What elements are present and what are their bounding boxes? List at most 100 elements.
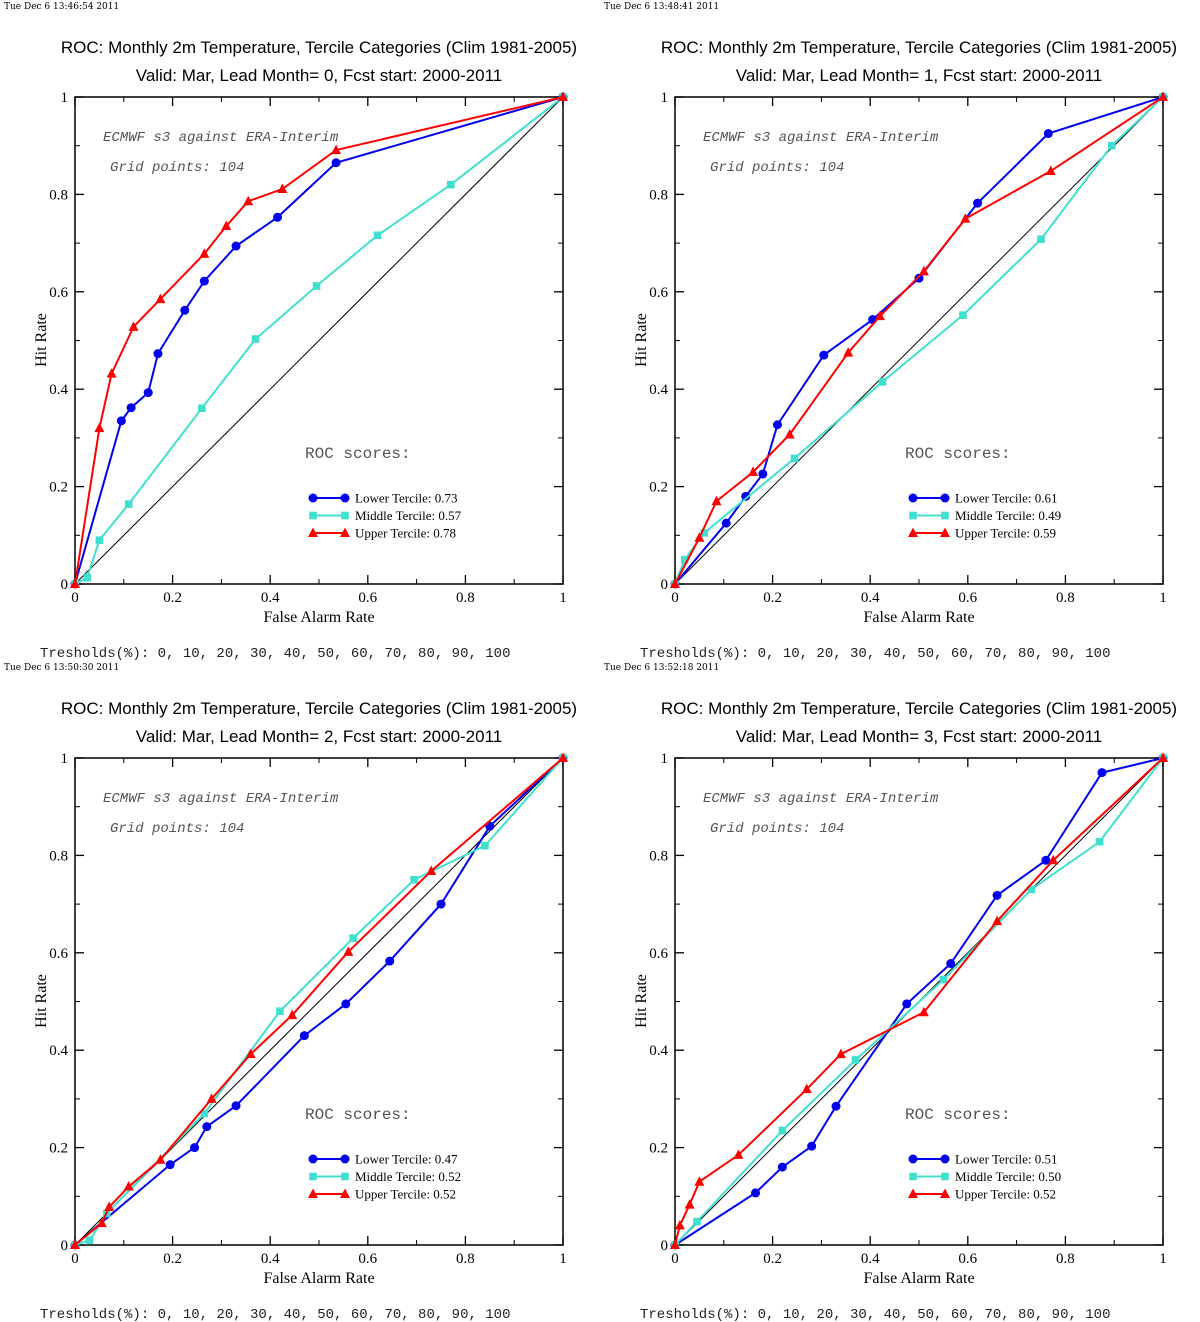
legend-marker	[340, 527, 350, 537]
roc-chart-svg: Tue Dec 6 13:46:54 2011 ROC: Monthly 2m T…	[4, 2, 577, 661]
chart-subtitle: Valid: Mar, Lead Month= 2, Fcst start: 2…	[136, 727, 503, 746]
x-tick-label: 0.2	[763, 1251, 782, 1267]
data-point-triangle	[670, 578, 680, 588]
x-tick-label: 1	[1159, 1251, 1167, 1267]
y-tick-label: 0	[661, 1238, 669, 1254]
data-point-triangle	[128, 321, 139, 331]
data-point-circle	[973, 198, 983, 208]
data-point-circle	[772, 420, 782, 430]
series-line-square	[674, 757, 1164, 1246]
data-point-circle	[946, 959, 956, 969]
roc-chart-svg: Tue Dec 6 13:48:41 2011 ROC: Monthly 2m T…	[604, 2, 1177, 661]
x-tick-label: 0.6	[358, 1251, 377, 1267]
data-point-circle	[231, 1101, 241, 1111]
data-point-circle	[1043, 129, 1053, 139]
legend-marker	[908, 527, 918, 537]
data-point-circle	[231, 241, 241, 251]
data-point-triangle	[684, 1199, 695, 1209]
data-point-circle	[807, 1141, 817, 1151]
x-tick-label: 0	[71, 590, 79, 606]
data-point-triangle	[245, 1048, 256, 1059]
data-point-triangle	[106, 368, 117, 378]
legend-entry: Upper Tercile: 0.59	[955, 526, 1056, 541]
legend-entry: Middle Tercile: 0.57	[355, 508, 462, 523]
data-point-circle	[116, 416, 126, 426]
y-axis-label: Hit Rate	[33, 974, 50, 1028]
data-point-triangle	[1158, 752, 1168, 762]
data-point-circle	[741, 491, 751, 501]
x-tick-label: 0.6	[958, 1251, 977, 1267]
data-point-circle	[143, 388, 153, 398]
data-point-square	[446, 180, 455, 189]
data-point-square	[200, 1109, 209, 1118]
data-point-square	[778, 1126, 787, 1135]
thresholds-caption: Tresholds(%): 0, 10, 20, 30, 40, 50, 60,…	[640, 646, 1110, 661]
legend-marker	[341, 1172, 349, 1181]
roc-scores-heading: ROC scores:	[905, 445, 1011, 463]
legend-entry: Middle Tercile: 0.52	[355, 1169, 461, 1184]
x-tick-label: 0.6	[358, 590, 377, 606]
chart-subtitle: Valid: Mar, Lead Month= 3, Fcst start: 2…	[736, 727, 1103, 746]
data-point-triangle	[155, 1154, 166, 1164]
data-point-square	[83, 573, 91, 582]
legend-marker	[340, 1188, 350, 1198]
x-tick-label: 0.8	[456, 590, 475, 606]
roc-chart-svg: Tue Dec 6 13:52:18 2011 ROC: Monthly 2m T…	[604, 663, 1177, 1322]
data-point-circle	[331, 158, 341, 168]
data-point-circle	[914, 273, 924, 283]
x-tick-label: 1	[1159, 590, 1167, 606]
data-point-triangle	[918, 265, 929, 276]
data-point-triangle	[960, 213, 971, 223]
y-tick-label: 0.4	[649, 382, 668, 398]
data-point-triangle	[94, 422, 105, 433]
x-tick-label: 0	[671, 590, 679, 606]
data-point-triangle	[123, 1181, 134, 1191]
legend-marker	[908, 1188, 918, 1198]
x-tick-label: 0.2	[163, 1251, 182, 1267]
roc-panel-lead-1: Tue Dec 6 13:48:41 2011 ROC: Monthly 2m T…	[600, 0, 1200, 661]
y-tick-label: 0.6	[649, 285, 668, 301]
data-point-circle	[777, 1162, 787, 1172]
data-point-square	[276, 1007, 284, 1016]
data-point-triangle	[70, 578, 80, 588]
legend-marker	[908, 1154, 918, 1164]
y-tick-label: 0.2	[649, 1141, 668, 1157]
x-tick-label: 1	[559, 1251, 567, 1267]
data-point-square	[680, 555, 689, 564]
data-point-square	[410, 875, 418, 884]
data-point-circle	[819, 350, 829, 360]
data-point-square	[959, 311, 967, 319]
data-point-square	[373, 231, 382, 240]
legend-marker	[940, 1188, 950, 1198]
y-tick-label: 0.2	[49, 1141, 68, 1157]
legend-marker	[940, 493, 950, 503]
data-point-triangle	[199, 248, 210, 258]
data-point-square	[1027, 885, 1036, 894]
grid-points-note: Grid points: 104	[710, 821, 844, 837]
y-tick-label: 0.6	[649, 946, 668, 962]
legend-entry: Upper Tercile: 0.78	[355, 526, 456, 541]
data-point-circle	[721, 518, 731, 528]
legend-marker	[909, 511, 917, 520]
data-point-square	[693, 1217, 701, 1226]
legend-marker	[308, 493, 318, 503]
timestamp: Tue Dec 6 13:50:30 2011	[4, 663, 119, 673]
legend-marker	[909, 1172, 917, 1181]
legend-marker	[940, 527, 950, 537]
data-point-triangle	[874, 310, 885, 321]
data-point-triangle	[748, 466, 759, 476]
series-line-square	[74, 96, 564, 585]
data-point-circle	[126, 403, 136, 413]
data-point-square	[251, 335, 260, 343]
x-axis-label: False Alarm Rate	[863, 1270, 974, 1287]
data-point-square	[1095, 837, 1104, 846]
data-point-circle	[202, 1122, 212, 1132]
data-point-triangle	[104, 1201, 115, 1212]
legend-marker	[940, 1154, 950, 1164]
x-tick-label: 0	[671, 1251, 679, 1267]
chart-title: ROC: Monthly 2m Temperature, Tercile Cat…	[61, 699, 577, 718]
x-tick-label: 0.2	[163, 590, 182, 606]
chart-title: ROC: Monthly 2m Temperature, Tercile Cat…	[661, 699, 1177, 718]
legend-entry: Lower Tercile: 0.47	[355, 1152, 458, 1167]
